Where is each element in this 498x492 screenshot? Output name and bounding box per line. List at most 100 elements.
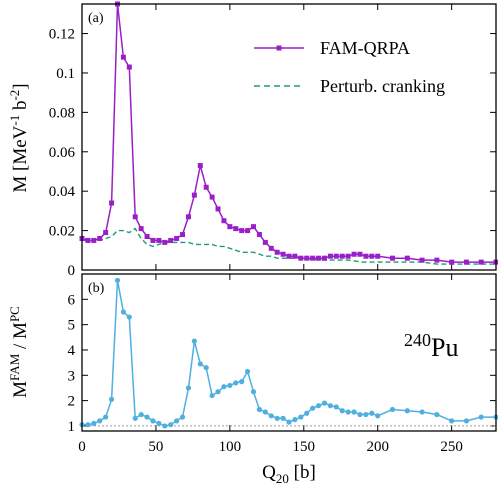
panel-b-frame (81, 273, 497, 432)
panel-a-ylabel: M [MeV-1 b-2] (7, 83, 31, 192)
data-point-fam-qrpa (286, 253, 292, 259)
data-point-ratio (389, 406, 396, 413)
ytick-label: 2 (68, 394, 76, 410)
data-point-ratio (138, 411, 144, 418)
data-point-fam-qrpa (215, 206, 221, 212)
data-point-ratio (85, 422, 91, 428)
panel-b-xlabel: Q20 [b] (262, 462, 316, 486)
data-point-fam-qrpa (239, 228, 245, 234)
data-point-ratio (103, 414, 109, 420)
data-point-ratio (203, 365, 209, 371)
data-point-ratio (327, 403, 333, 409)
data-point-fam-qrpa (339, 253, 345, 259)
series-line-perturb-cranking (82, 227, 496, 265)
data-point-fam-qrpa (85, 237, 91, 243)
ytick-label: 0.02 (49, 224, 75, 240)
panel-a: (a) 0 0.02 0.04 0.06 0.08 0.1 0.12 M [MeV-1 b-… (7, 1, 498, 279)
xtick-label: 150 (293, 439, 316, 455)
data-point-ratio (268, 413, 274, 419)
panel-a-ticks (81, 4, 496, 271)
data-point-ratio (310, 405, 316, 411)
data-point-fam-qrpa (268, 245, 274, 251)
legend: FAM-QRPA Perturb. cranking (254, 38, 445, 96)
data-point-fam-qrpa (419, 257, 425, 263)
data-point-ratio (156, 420, 162, 427)
data-point-fam-qrpa (221, 218, 227, 224)
data-point-ratio (304, 410, 310, 416)
data-point-fam-qrpa (233, 226, 239, 232)
ytick-label: 0.04 (49, 184, 76, 200)
data-point-ratio (463, 418, 470, 424)
data-point-fam-qrpa (280, 251, 286, 257)
data-point-fam-qrpa (120, 54, 126, 60)
data-point-ratio (120, 309, 126, 315)
data-point-fam-qrpa (363, 253, 369, 259)
data-point-ratio (91, 420, 97, 427)
panel-b-label: (b) (88, 281, 105, 296)
panel-a-label: (a) (88, 11, 104, 26)
data-point-fam-qrpa (126, 64, 132, 70)
data-point-fam-qrpa (304, 255, 310, 261)
data-point-fam-qrpa (150, 237, 156, 243)
data-point-fam-qrpa (144, 234, 150, 240)
ytick-label: 4 (68, 343, 76, 359)
ytick-label: 6 (68, 292, 76, 308)
data-point-ratio (250, 389, 257, 395)
panel-a-ytick-labels: 0 0.02 0.04 0.06 0.08 0.1 0.12 (49, 27, 76, 279)
data-point-fam-qrpa (103, 230, 109, 236)
data-point-ratio (209, 392, 215, 399)
data-point-fam-qrpa (197, 163, 203, 169)
data-point-fam-qrpa (209, 194, 215, 200)
legend-label-fam-qrpa: FAM-QRPA (320, 38, 410, 58)
data-point-fam-qrpa (203, 184, 209, 190)
data-point-ratio (150, 418, 156, 424)
data-point-fam-qrpa (404, 255, 410, 261)
ytick-label: 0.1 (56, 66, 75, 82)
data-point-ratio (292, 417, 298, 423)
data-point-fam-qrpa (262, 239, 268, 245)
panel-a-series (79, 1, 498, 265)
data-point-fam-qrpa (109, 200, 115, 206)
data-point-fam-qrpa (292, 253, 298, 259)
ytick-label: 0 (68, 263, 76, 279)
data-point-ratio (351, 409, 357, 415)
data-point-fam-qrpa (369, 253, 375, 259)
data-point-ratio (357, 411, 363, 418)
data-point-fam-qrpa (390, 255, 395, 261)
panel-a-frame (81, 3, 497, 271)
data-point-fam-qrpa (298, 255, 304, 261)
ytick-label: 5 (68, 318, 76, 334)
data-point-fam-qrpa (227, 224, 233, 230)
data-point-ratio (227, 382, 233, 389)
nucleus-annotation: 240Pu (404, 330, 458, 362)
data-point-fam-qrpa (168, 237, 174, 243)
data-point-fam-qrpa (375, 253, 381, 259)
data-point-fam-qrpa (357, 251, 363, 257)
data-point-ratio (298, 414, 304, 420)
data-point-ratio (144, 414, 150, 420)
data-point-ratio (108, 396, 115, 402)
data-point-fam-qrpa (316, 255, 322, 261)
data-point-fam-qrpa (91, 237, 97, 243)
panel-b-series (79, 277, 498, 429)
legend-entry-perturb-cranking: Perturb. cranking (254, 76, 445, 96)
data-point-ratio (162, 423, 168, 429)
data-point-ratio (256, 406, 263, 413)
data-point-ratio (245, 368, 251, 375)
data-point-fam-qrpa (321, 255, 327, 261)
ytick-label: 0.08 (49, 105, 75, 121)
data-point-ratio (191, 338, 197, 344)
data-point-ratio (215, 389, 221, 395)
data-point-ratio (404, 408, 410, 414)
data-point-ratio (449, 418, 455, 424)
data-point-fam-qrpa (191, 192, 197, 198)
legend-entry-fam-qrpa: FAM-QRPA (254, 38, 410, 58)
data-point-ratio (239, 379, 245, 385)
data-point-fam-qrpa (333, 253, 339, 259)
legend-label-perturb-cranking: Perturb. cranking (320, 76, 445, 96)
data-point-fam-qrpa (478, 259, 484, 265)
data-point-ratio (114, 277, 121, 283)
data-point-ratio (97, 418, 103, 424)
data-point-fam-qrpa (274, 249, 280, 255)
